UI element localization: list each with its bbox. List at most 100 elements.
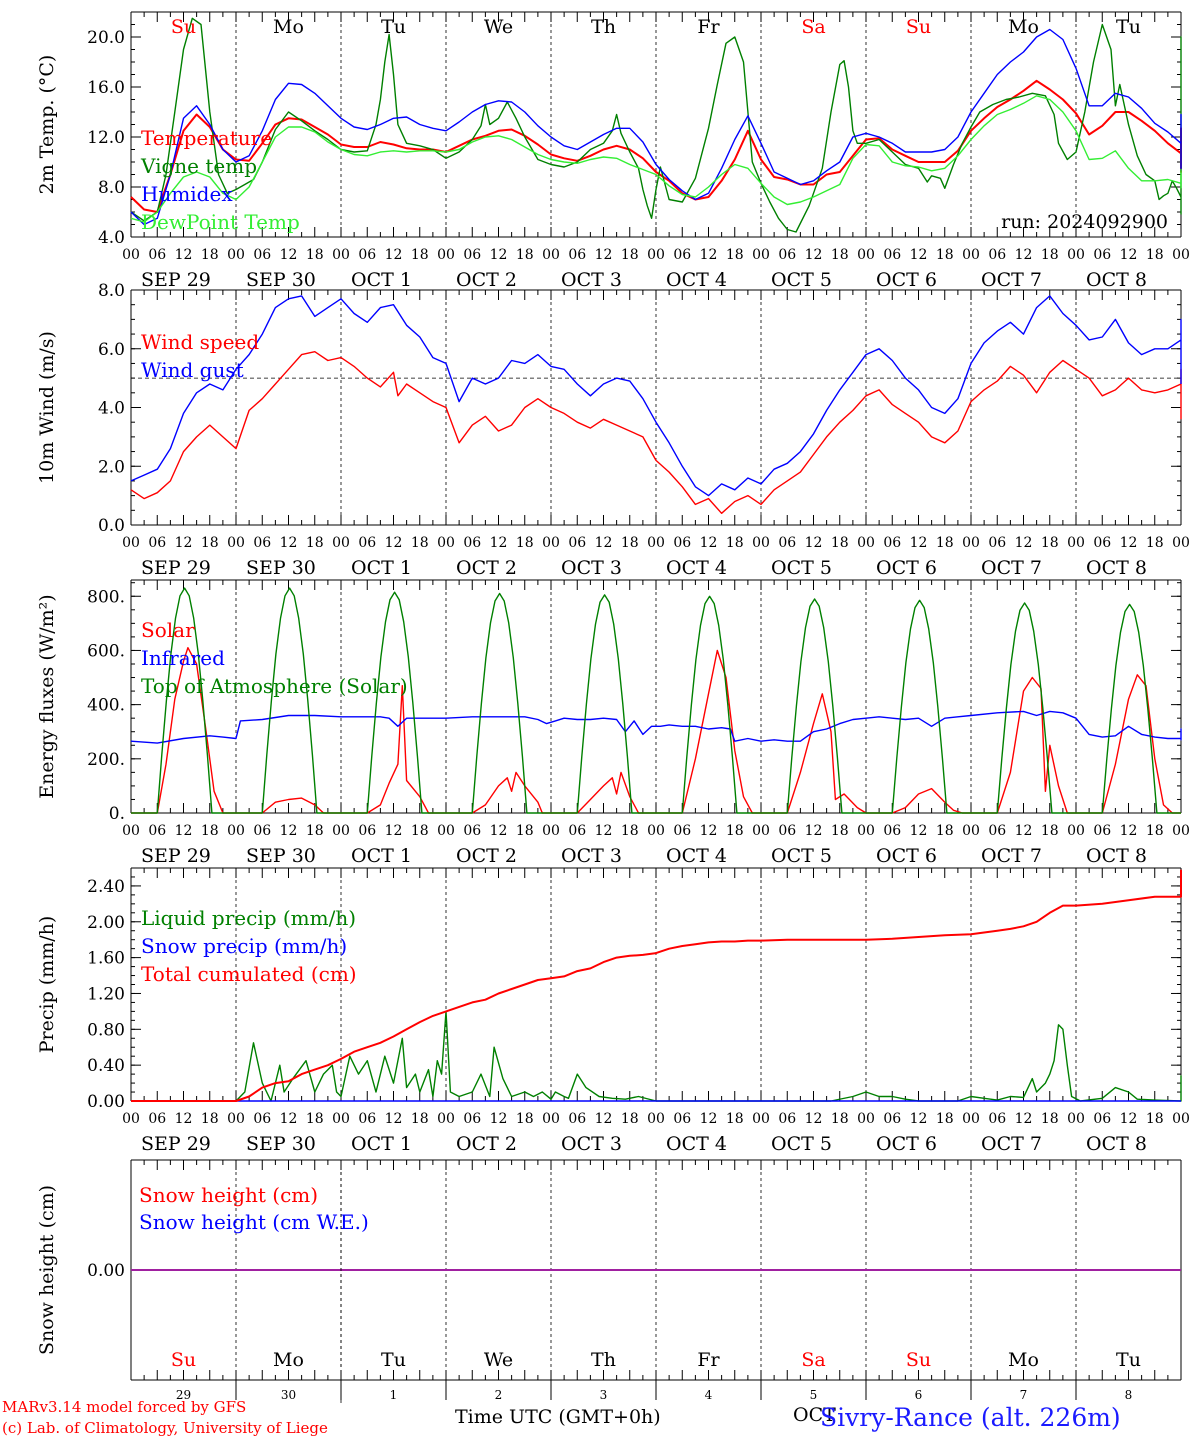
- y-tick-label: 16.0: [87, 78, 125, 98]
- hour-label: 06: [358, 1111, 376, 1127]
- hour-label: 00: [542, 535, 560, 551]
- hour-label: 06: [463, 247, 481, 263]
- series-line-humidex: [130, 28, 1182, 226]
- weekday-label: We: [484, 1349, 513, 1371]
- series-line-vigne-temp: [130, 17, 1182, 233]
- hour-label: 18: [516, 535, 534, 551]
- hour-label: 12: [910, 247, 928, 263]
- date-label: OCT 3: [561, 269, 622, 291]
- day-number-label: 1: [390, 1388, 398, 1402]
- hour-label: 00: [437, 1111, 455, 1127]
- date-label: OCT 2: [456, 845, 517, 867]
- hour-label: 06: [253, 535, 271, 551]
- date-label: SEP 30: [246, 269, 316, 291]
- lab-credit: (c) Lab. of Climatology, University of L…: [2, 1419, 328, 1437]
- y-tick-label: 20.0: [87, 28, 125, 48]
- hour-label: 00: [1172, 535, 1190, 551]
- hour-label: 06: [568, 247, 586, 263]
- hour-label: 12: [385, 247, 403, 263]
- legend-entry: Vigne temp: [140, 154, 257, 178]
- hour-label: 12: [175, 535, 193, 551]
- legend-entry: Wind speed: [141, 330, 259, 354]
- panel-5: 0.00 Snow height (cm) Snow height (cm) Snow…: [36, 1159, 1182, 1405]
- y-tick-label: 0.: [109, 804, 125, 824]
- hour-label: 00: [1067, 247, 1085, 263]
- day-number-label: 3: [600, 1388, 608, 1402]
- date-label: SEP 29: [141, 1133, 211, 1155]
- weekday-label: Sa: [801, 16, 825, 38]
- hour-label: 18: [831, 823, 849, 839]
- hour-label: 00: [542, 823, 560, 839]
- hour-label: 06: [568, 1111, 586, 1127]
- panel-3: 0. 200. 400. 600. 800. Energy fluxes (W/m²) 00…: [36, 579, 1190, 867]
- hour-label: 18: [726, 1111, 744, 1127]
- date-label: OCT 5: [771, 269, 832, 291]
- hour-label: 12: [700, 1111, 718, 1127]
- y-tick-label: 12.0: [87, 128, 125, 148]
- overlap-text: OCT: [793, 1404, 836, 1426]
- hour-label: 00: [332, 1111, 350, 1127]
- hour-label: 00: [542, 247, 560, 263]
- y-tick-label: 8.0: [98, 281, 125, 301]
- hour-label: 00: [1067, 823, 1085, 839]
- hour-label: 00: [857, 535, 875, 551]
- hour-label: 12: [910, 535, 928, 551]
- y-tick-label: 6.0: [98, 340, 125, 360]
- hour-label: 18: [1041, 1111, 1059, 1127]
- hour-label: 00: [962, 247, 980, 263]
- date-label: OCT 7: [981, 1133, 1042, 1155]
- hour-label: 18: [621, 823, 639, 839]
- hour-label: 18: [411, 823, 429, 839]
- hour-label: 00: [437, 535, 455, 551]
- weekday-label: Mo: [1008, 1349, 1039, 1371]
- hour-label: 18: [1041, 535, 1059, 551]
- y-axis-label: 2m Temp. (°C): [36, 55, 58, 195]
- day-number-label: 2: [495, 1388, 503, 1402]
- hour-label: 00: [752, 535, 770, 551]
- hour-label: 12: [280, 823, 298, 839]
- date-label: OCT 6: [876, 845, 937, 867]
- time-axis-label: Time UTC (GMT+0h) OCT: [455, 1404, 836, 1428]
- hour-label: 12: [280, 247, 298, 263]
- hour-label: 06: [883, 535, 901, 551]
- hour-label: 12: [1015, 247, 1033, 263]
- series-line-total-cumulated-cm-: [131, 869, 1182, 1102]
- hour-label: 12: [700, 823, 718, 839]
- date-label: SEP 29: [141, 845, 211, 867]
- hour-label: 06: [253, 1111, 271, 1127]
- date-label: OCT 7: [981, 845, 1042, 867]
- hour-label: 06: [568, 823, 586, 839]
- hour-label: 18: [936, 247, 954, 263]
- hour-label: 06: [673, 823, 691, 839]
- hour-label: 12: [490, 823, 508, 839]
- y-tick-label: 2.00: [87, 913, 125, 933]
- hour-label: 06: [463, 823, 481, 839]
- date-label: OCT 1: [351, 845, 412, 867]
- weekday-label: Mo: [273, 16, 304, 38]
- hour-label: 18: [621, 247, 639, 263]
- hour-label: 12: [385, 535, 403, 551]
- hour-label: 18: [516, 247, 534, 263]
- y-tick-label: 8.0: [98, 178, 125, 198]
- hour-label: 00: [1067, 535, 1085, 551]
- hour-label: 06: [988, 247, 1006, 263]
- date-label: OCT 8: [1086, 1133, 1147, 1155]
- series-line-liquid-precip-mm-h-: [131, 1010, 1182, 1102]
- hour-label: 00: [437, 823, 455, 839]
- date-label: SEP 30: [246, 1133, 316, 1155]
- date-label: OCT 2: [456, 269, 517, 291]
- hour-label: 06: [358, 823, 376, 839]
- y-tick-label: 1.60: [87, 949, 125, 969]
- weekday-label: Tu: [381, 16, 406, 38]
- y-tick-label: 4.0: [98, 399, 125, 419]
- day-number-label: 30: [281, 1388, 296, 1402]
- hour-label: 00: [647, 1111, 665, 1127]
- hour-label: 12: [1120, 535, 1138, 551]
- hour-label: 18: [1146, 823, 1164, 839]
- weekday-label: Tu: [1116, 16, 1141, 38]
- hour-label: 06: [148, 535, 166, 551]
- hour-label: 00: [122, 247, 140, 263]
- hour-label: 06: [148, 1111, 166, 1127]
- hour-label: 18: [411, 1111, 429, 1127]
- date-label: OCT 3: [561, 557, 622, 579]
